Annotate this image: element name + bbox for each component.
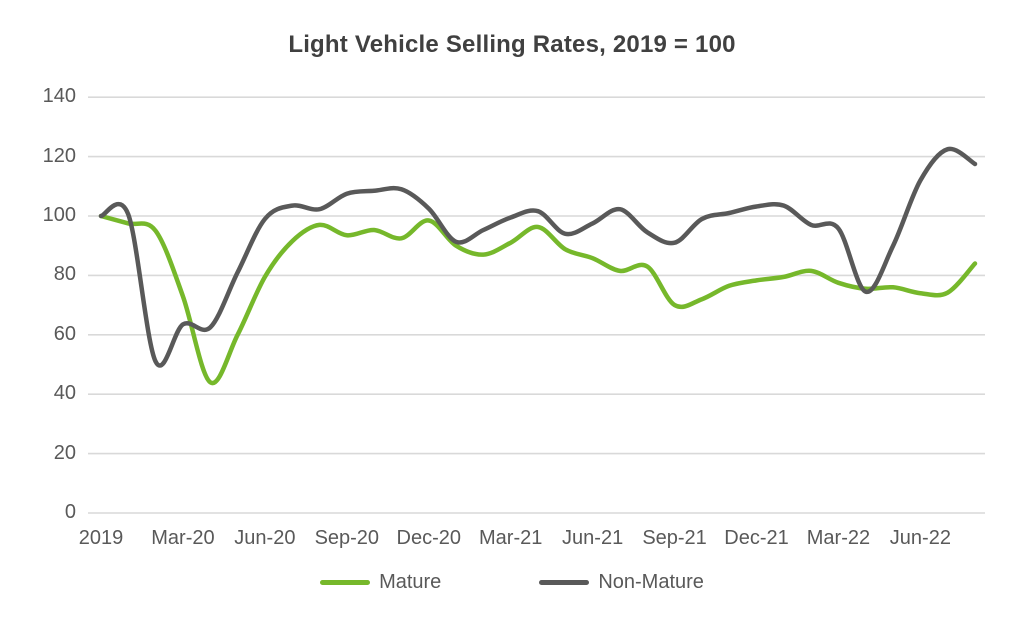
mature-line-swatch [320, 580, 371, 585]
y-tick-label: 20 [53, 441, 76, 464]
mature-series-line [98, 213, 978, 386]
y-tick-label: 0 [64, 501, 76, 524]
legend: Mature Non-Mature [0, 571, 1024, 594]
x-tick-label: Jun-20 [234, 527, 296, 549]
y-tick-label: 60 [53, 322, 76, 345]
chart-title: Light Vehicle Selling Rates, 2019 = 100 [288, 31, 736, 58]
legend-label-mature: Mature [379, 571, 442, 593]
non-mature-series-line [98, 146, 978, 368]
non-mature-line-swatch [539, 580, 590, 585]
x-tick-label: Jun-22 [889, 527, 951, 549]
y-tick-label: 140 [42, 85, 76, 108]
x-tick-label: Jun-21 [562, 527, 624, 549]
legend-item-mature: Mature [320, 571, 441, 594]
x-tick-label: 2019 [78, 527, 124, 549]
series-lines [98, 146, 978, 386]
y-tick-label: 120 [42, 144, 76, 167]
x-tick-label: Mar-20 [151, 527, 215, 549]
y-tick-label: 100 [42, 204, 76, 227]
x-tick-label: Sep-21 [642, 527, 707, 549]
legend-item-non-mature: Non-Mature [539, 571, 704, 594]
x-tick-label: Mar-21 [479, 527, 543, 549]
x-tick-label: Dec-21 [724, 527, 789, 549]
y-tick-label: 80 [53, 263, 76, 286]
legend-label-non-mature: Non-Mature [598, 571, 704, 593]
x-tick-label: Mar-22 [806, 527, 871, 549]
x-tick-label: Dec-20 [396, 527, 461, 549]
x-tick-label: Sep-20 [314, 527, 380, 549]
y-tick-label: 40 [53, 382, 76, 405]
